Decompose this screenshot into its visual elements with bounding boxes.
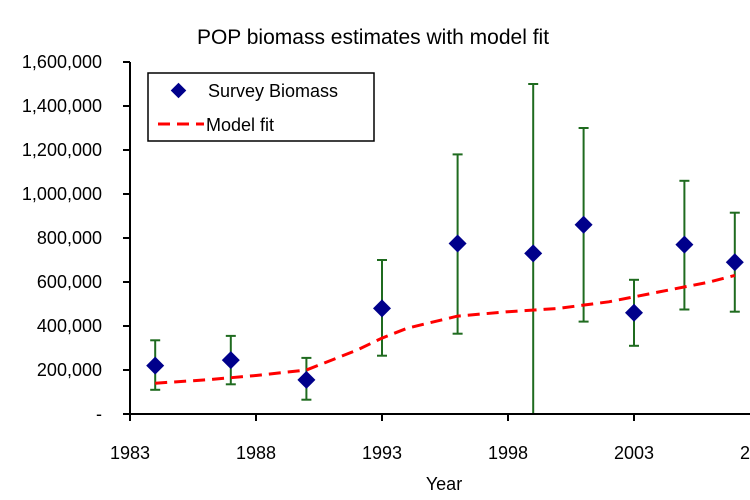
survey-point	[373, 299, 391, 318]
y-tick-label: 1,000,000	[22, 184, 102, 204]
legend: Survey Biomass Model fit	[147, 72, 375, 142]
y-tick-label: 800,000	[37, 228, 102, 248]
x-tick-label: 1983	[110, 443, 150, 463]
x-axis-title: Year	[426, 474, 462, 494]
y-tick-label: -	[96, 404, 102, 424]
x-ticks: 1983 1988 1993 1998 2003 2008	[110, 414, 750, 463]
y-tick-label: 200,000	[37, 360, 102, 380]
x-tick-label: 1998	[488, 443, 528, 463]
legend-survey-label: Survey Biomass	[208, 81, 338, 101]
y-ticks: - 200,000 400,000 600,000 800,000 1,000,000 1,…	[22, 52, 130, 424]
x-tick-label: 2008	[740, 443, 750, 463]
x-tick-label: 1993	[362, 443, 402, 463]
survey-points	[146, 215, 744, 389]
chart-title: POP biomass estimates with model fit	[197, 26, 549, 49]
model-fit-path	[155, 273, 736, 385]
model-fit-line	[155, 273, 736, 385]
y-tick-label: 600,000	[37, 272, 102, 292]
survey-point	[675, 235, 694, 254]
x-tick-label: 2003	[614, 443, 654, 463]
survey-point	[297, 370, 316, 389]
y-tick-label: 1,600,000	[22, 52, 102, 72]
survey-point	[524, 244, 543, 263]
y-tick-label: 1,200,000	[22, 140, 102, 160]
survey-point	[725, 253, 744, 272]
x-tick-label: 1988	[236, 443, 276, 463]
legend-model-label: Model fit	[206, 115, 274, 135]
survey-point	[146, 356, 165, 375]
survey-point	[221, 351, 240, 370]
legend-survey-marker	[170, 82, 187, 99]
survey-point	[625, 303, 643, 322]
survey-point	[448, 234, 467, 253]
survey-point	[574, 215, 593, 234]
y-tick-label: 400,000	[37, 316, 102, 336]
legend-box	[147, 72, 375, 142]
y-tick-label: 1,400,000	[22, 96, 102, 116]
